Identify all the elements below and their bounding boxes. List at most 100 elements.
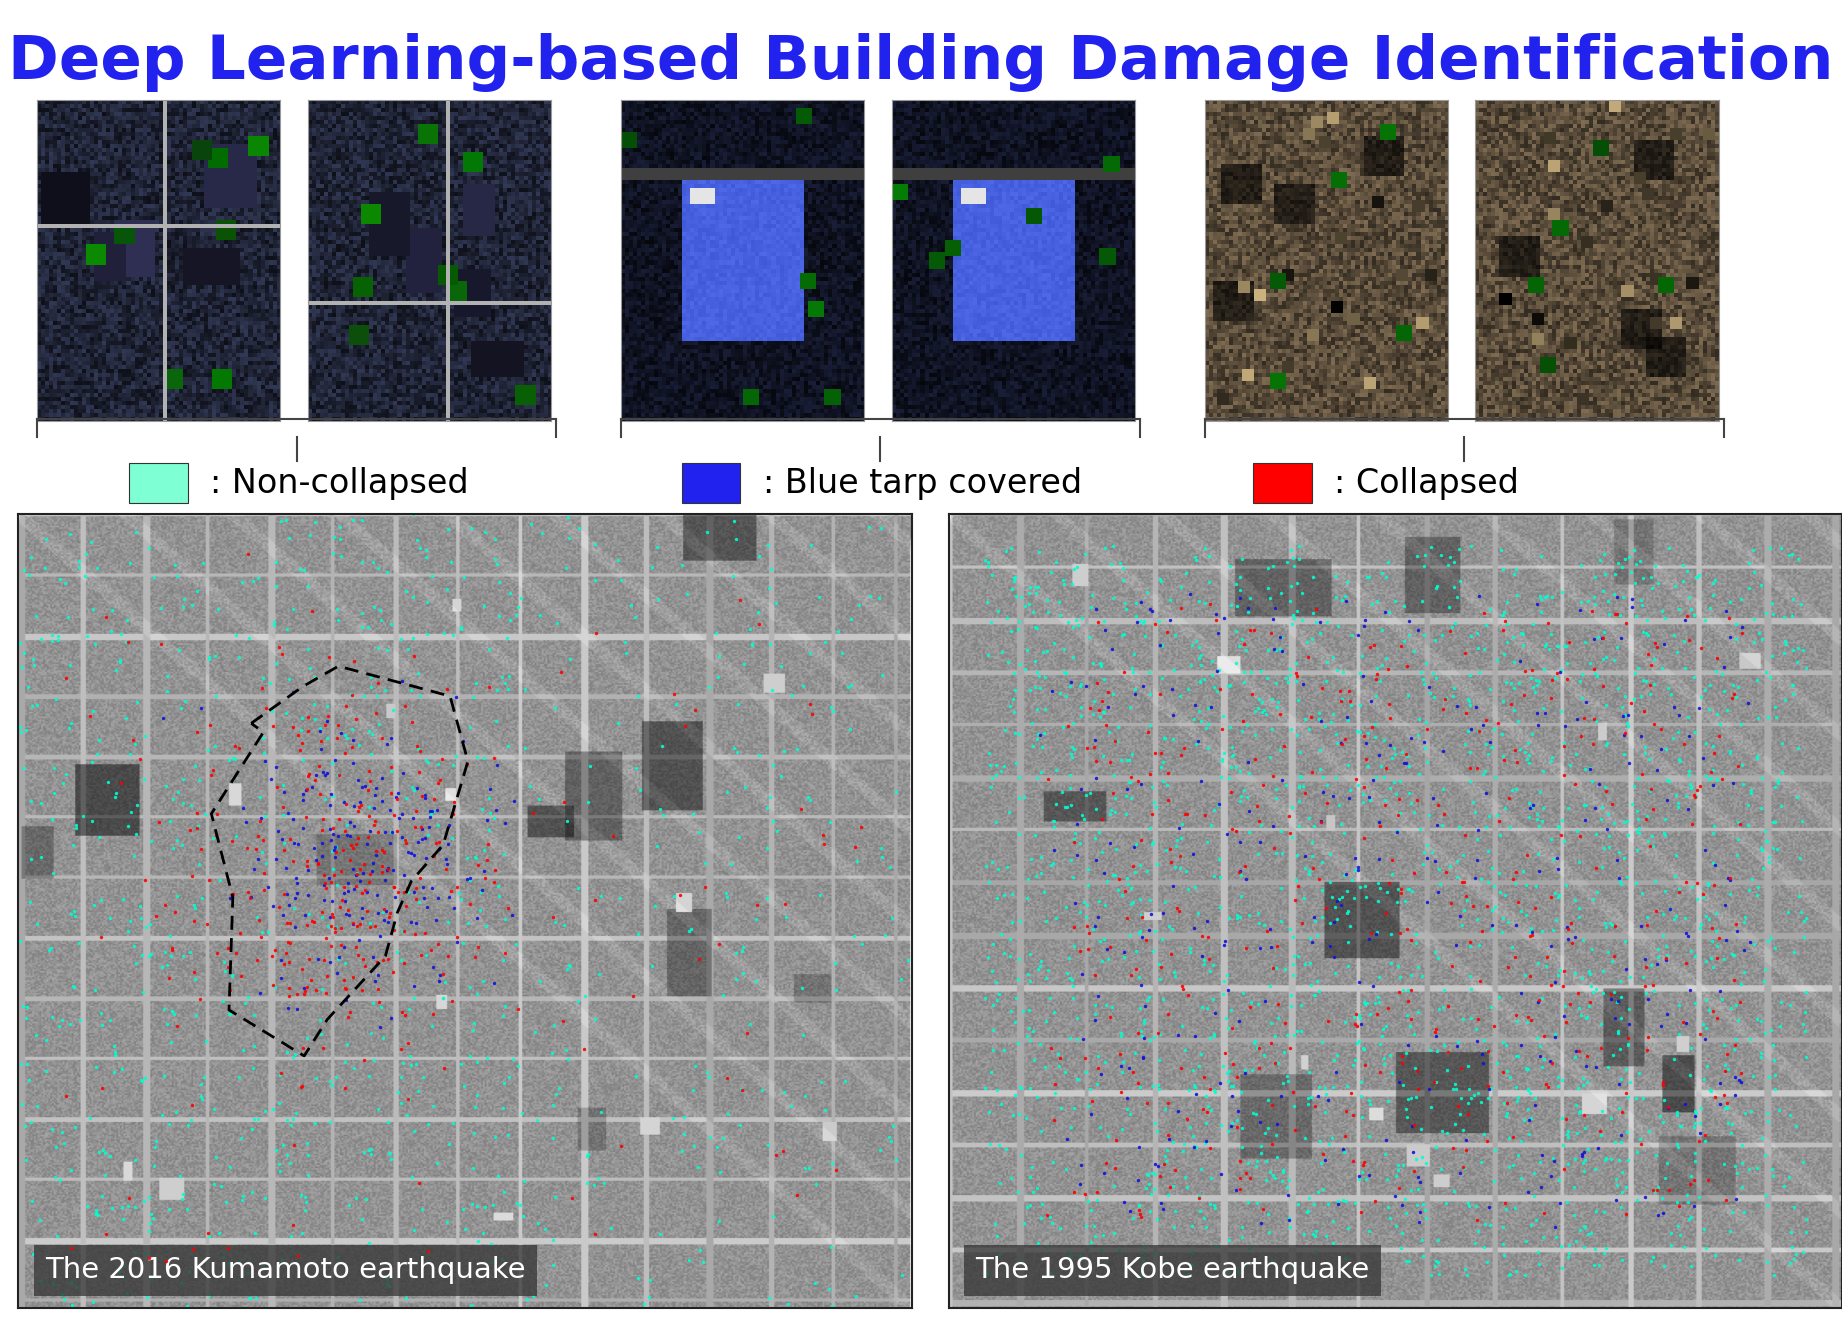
Point <box>311 728 341 749</box>
Point <box>322 598 352 619</box>
Point <box>1492 613 1521 634</box>
Point <box>1733 578 1763 599</box>
Point <box>1595 912 1625 933</box>
Point <box>1746 1043 1776 1064</box>
Point <box>1603 603 1632 625</box>
Point <box>1037 1152 1067 1173</box>
Point <box>1420 1255 1450 1276</box>
Point <box>297 657 326 678</box>
Point <box>96 1145 125 1167</box>
Point <box>249 880 278 901</box>
Point <box>1466 1151 1496 1172</box>
Point <box>1568 1145 1597 1167</box>
Point <box>138 1208 168 1230</box>
Point <box>1326 814 1356 836</box>
Point <box>387 1067 416 1088</box>
Point <box>112 816 142 837</box>
Point <box>1037 854 1067 876</box>
Point <box>1221 1067 1251 1088</box>
Point <box>1387 878 1416 900</box>
Point <box>273 912 302 933</box>
Point <box>1529 1048 1558 1069</box>
Point <box>239 1035 269 1056</box>
Point <box>1728 1176 1757 1197</box>
Point <box>1492 1060 1521 1081</box>
Point <box>1306 812 1335 833</box>
Point <box>479 808 508 829</box>
Point <box>1218 999 1247 1020</box>
Point <box>1100 730 1129 752</box>
Point <box>1057 746 1087 768</box>
Point <box>1186 1200 1216 1222</box>
Point <box>262 551 291 573</box>
Point <box>1761 706 1790 728</box>
Point <box>426 964 455 985</box>
Point <box>1057 744 1087 765</box>
Point <box>1398 1141 1428 1163</box>
Point <box>1284 549 1313 570</box>
Point <box>68 805 98 826</box>
Point <box>1575 992 1604 1013</box>
Point <box>1695 698 1724 720</box>
Point <box>1608 586 1638 607</box>
Point <box>376 800 405 821</box>
Point <box>462 936 492 957</box>
Point <box>333 1195 363 1216</box>
Point <box>1678 813 1708 834</box>
Point <box>1242 1155 1271 1176</box>
Point <box>1499 563 1529 585</box>
Point <box>1778 684 1807 705</box>
Point <box>635 1270 665 1291</box>
Point <box>1008 1077 1037 1099</box>
Point <box>247 841 276 862</box>
Point <box>694 1067 724 1088</box>
Point <box>1275 1037 1304 1059</box>
Point <box>1597 988 1626 1009</box>
Point <box>313 710 343 732</box>
Point <box>293 850 322 872</box>
Point <box>665 885 694 906</box>
Point <box>984 1135 1013 1156</box>
Point <box>1142 853 1172 874</box>
Point <box>1367 1025 1396 1047</box>
Point <box>1328 822 1358 844</box>
Point <box>1614 1035 1643 1056</box>
Point <box>1092 1125 1122 1147</box>
Point <box>455 893 484 914</box>
Point <box>1354 786 1383 808</box>
Point <box>1350 615 1380 637</box>
Point <box>759 1206 788 1227</box>
Point <box>1383 789 1413 810</box>
Point <box>1720 1084 1750 1105</box>
Point <box>728 936 757 957</box>
Point <box>1055 968 1085 989</box>
Point <box>1273 1024 1302 1045</box>
Point <box>1685 913 1715 934</box>
Point <box>278 1047 308 1068</box>
Point <box>306 738 335 760</box>
Point <box>1096 832 1125 853</box>
Point <box>1518 613 1547 634</box>
Point <box>1212 1071 1242 1092</box>
Point <box>1129 1027 1159 1048</box>
Point <box>1061 609 1090 630</box>
Point <box>1446 1087 1475 1108</box>
Point <box>1137 833 1166 854</box>
Point <box>1162 897 1192 918</box>
Point <box>1527 589 1556 610</box>
Point <box>1125 920 1155 941</box>
Point <box>1146 756 1175 777</box>
Point <box>1218 737 1247 758</box>
Point <box>1262 842 1291 864</box>
Point <box>1100 1157 1129 1179</box>
Point <box>17 790 46 812</box>
Point <box>129 981 158 1003</box>
Point <box>1639 713 1669 734</box>
Point <box>1166 1057 1195 1079</box>
Point <box>1304 868 1334 889</box>
Point <box>1453 688 1483 709</box>
Point <box>1525 861 1555 882</box>
Point <box>1295 928 1324 949</box>
Point <box>978 933 1008 955</box>
Point <box>1746 797 1776 818</box>
